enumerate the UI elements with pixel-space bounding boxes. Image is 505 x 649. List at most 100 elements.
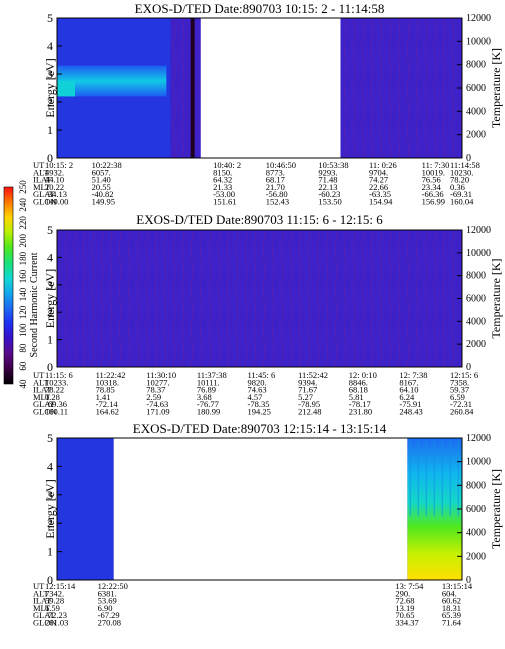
ephemeris-value: 149.95 xyxy=(92,197,115,207)
ephemeris-row-label: ALT xyxy=(33,377,50,387)
y2-tick-label: 0 xyxy=(466,153,471,164)
ephemeris-value: 180.99 xyxy=(197,407,220,417)
ephemeris-value: 4.57 xyxy=(248,392,263,402)
ephemeris-value: 10:40: 2 xyxy=(213,160,241,170)
ephemeris-value: 248.43 xyxy=(399,407,422,417)
ephemeris-row-label: MLT xyxy=(33,392,51,402)
colorbar-tick-label: 200 xyxy=(18,233,28,247)
ephemeris-value: 12:15: 6 xyxy=(450,370,478,380)
ephemeris-value: 171.09 xyxy=(146,407,169,417)
ephemeris-value: -63.35 xyxy=(369,189,391,199)
colorbar-tick-label: 40 xyxy=(18,379,28,389)
panel-title: EXOS-D/TED Date:890703 11:15: 6 - 12:15:… xyxy=(136,212,383,227)
colorbar-tick: 80 xyxy=(18,343,28,353)
ephemeris-value: -40.82 xyxy=(92,189,114,199)
y2-tick-label: 0 xyxy=(466,362,471,373)
spectrogram-background xyxy=(57,230,462,367)
ephemeris-value: 260.84 xyxy=(450,407,474,417)
spectrogram-region xyxy=(57,438,114,580)
y2-tick-label: 8000 xyxy=(466,480,486,491)
ephemeris-value: 64.32 xyxy=(213,175,232,185)
ephemeris-value: 164.62 xyxy=(96,407,119,417)
ephemeris-value: 8167. xyxy=(399,377,418,387)
colorbar-tick-label: 100 xyxy=(18,323,28,337)
ephemeris-value: 334.37 xyxy=(395,618,418,628)
ephemeris-value: 261.03 xyxy=(45,618,68,628)
ephemeris-value: 12: 0:10 xyxy=(349,370,377,380)
ephemeris-value: -67.29 xyxy=(98,610,120,620)
ephemeris-value: 53.69 xyxy=(98,596,117,606)
colorbar-tick: 140 xyxy=(18,287,28,301)
panel-title: EXOS-D/TED Date:890703 12:15:14 - 13:15:… xyxy=(133,421,387,436)
ephemeris-value: 11:15: 6 xyxy=(45,370,73,380)
y2-tick-label: 6000 xyxy=(466,83,486,94)
ephemeris-value: 270.08 xyxy=(98,618,121,628)
y-tick-label: 4 xyxy=(47,459,53,473)
ephemeris-value: 13:15:14 xyxy=(442,581,473,591)
ephemeris-value: 4932. xyxy=(45,167,64,177)
ephemeris-row-label: ALT xyxy=(33,167,50,177)
ephemeris-value: 64.10 xyxy=(399,385,418,395)
ephemeris-value: 154.94 xyxy=(369,197,393,207)
ephemeris-value: 212.48 xyxy=(298,407,321,417)
ephemeris-value: 160.04 xyxy=(450,197,474,207)
colorbar-tick: 250 xyxy=(18,180,28,194)
ephemeris-value: 20.55 xyxy=(92,182,111,192)
ephemeris-value: 7342. xyxy=(45,588,64,598)
ephemeris-row-label: ILAT xyxy=(33,175,52,185)
ephemeris-value: 9394. xyxy=(298,377,317,387)
ephemeris-value: 74.63 xyxy=(248,385,267,395)
colorbar-tick: 120 xyxy=(18,305,28,319)
spectrogram-edge-column xyxy=(190,18,195,158)
colorbar-tick: 40 xyxy=(18,379,28,389)
y-tick-label: 3 xyxy=(47,488,53,502)
spectrogram-panel-1: EXOS-D/TED Date:890703 10:15: 2 - 11:14:… xyxy=(33,1,503,207)
y2-tick-label: 8000 xyxy=(466,60,486,71)
ephemeris-value: 12:22:50 xyxy=(98,581,128,591)
ephemeris-value: -69.31 xyxy=(450,189,472,199)
y2-tick-label: 0 xyxy=(466,575,471,586)
ephemeris-row-label: GLON xyxy=(33,407,57,417)
ephemeris-value: 10230. xyxy=(450,167,473,177)
ephemeris-value: 6.59 xyxy=(45,603,60,613)
ephemeris-value: 78.20 xyxy=(450,175,469,185)
colorbar-label: Second Harmonic Current xyxy=(29,252,40,357)
y2-tick-label: 2000 xyxy=(466,339,486,350)
panel-title: EXOS-D/TED Date:890703 10:15: 2 - 11:14:… xyxy=(135,1,385,16)
spectrogram-hot-band xyxy=(57,65,167,97)
ephemeris-value: -60.23 xyxy=(318,189,340,199)
spectrogram-panel-3: EXOS-D/TED Date:890703 12:15:14 - 13:15:… xyxy=(33,421,503,628)
ephemeris-value: 231.80 xyxy=(349,407,372,417)
ephemeris-value: 12: 7:38 xyxy=(399,370,427,380)
ephemeris-value: -78.35 xyxy=(248,399,270,409)
ephemeris-value: 44.10 xyxy=(45,175,64,185)
ephemeris-value: 59.37 xyxy=(450,385,469,395)
y2-tick-label: 4000 xyxy=(466,316,486,327)
ephemeris-value: -78.95 xyxy=(298,399,320,409)
y2-tick-label: 10000 xyxy=(466,36,491,47)
ephemeris-row-label: ALT xyxy=(33,588,50,598)
ephemeris-value: 78.22 xyxy=(45,385,64,395)
ephemeris-value: 11:37:38 xyxy=(197,370,227,380)
ephemeris-row-label: GLON xyxy=(33,618,57,628)
ephemeris-value: 194.25 xyxy=(248,407,271,417)
ephemeris-value: 11: 7:30 xyxy=(422,160,450,170)
ephemeris-value: -72.14 xyxy=(96,399,119,409)
y2-axis-label: Temperature [K] xyxy=(489,258,503,338)
y2-tick-label: 10000 xyxy=(466,457,491,468)
y2-axis-label: Temperature [K] xyxy=(489,469,503,549)
ephemeris-value: 71.67 xyxy=(298,385,317,395)
ephemeris-value: 18.31 xyxy=(442,603,461,613)
y-tick-label: 1 xyxy=(47,333,53,347)
ephemeris-value: 5.81 xyxy=(349,392,364,402)
spectrogram-panel-2: EXOS-D/TED Date:890703 11:15: 6 - 12:15:… xyxy=(33,212,503,417)
colorbar-tick-labels: 40 60 80 100 120 140 160 180 200 220 240 250 xyxy=(18,180,28,389)
ephemeris-value: 6.90 xyxy=(98,603,113,613)
colorbar-tick-label: 140 xyxy=(18,287,28,301)
ephemeris-value: 71.64 xyxy=(442,618,462,628)
y2-tick-label: 2000 xyxy=(466,551,486,562)
y-tick-label: 0 xyxy=(47,573,53,587)
ephemeris-value: 78.85 xyxy=(96,385,115,395)
y2-tick-label: 12000 xyxy=(466,225,491,236)
ephemeris-value: 3.68 xyxy=(197,392,212,402)
